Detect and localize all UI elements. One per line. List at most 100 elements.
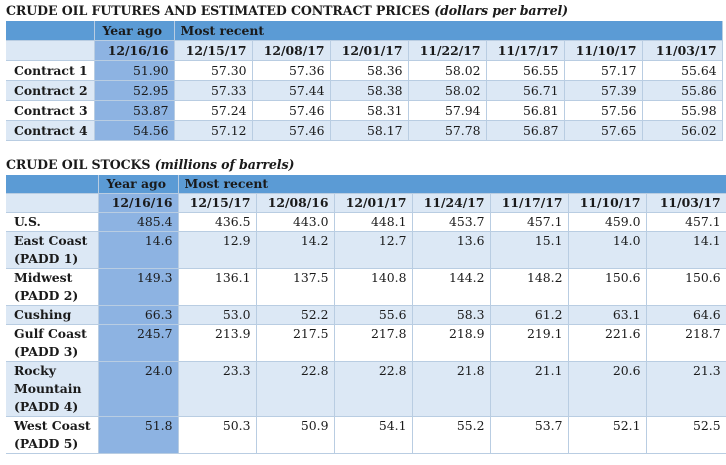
futures-date-row: 12/16/16 12/15/17 12/08/17 12/01/17 11/2… <box>6 40 723 61</box>
stocks-row: Rocky Mountain (PADD 4) 24.0 23.3 22.8 22.8 21.… <box>6 361 726 417</box>
stocks-value-cell: 61.2 <box>490 305 569 325</box>
futures-value-cell: 56.55 <box>486 60 565 81</box>
stocks-value-cell: 14.0 <box>568 231 647 269</box>
futures-date: 11/03/17 <box>642 40 723 61</box>
stocks-value-cell: 55.6 <box>334 305 413 325</box>
futures-row-label-line: Contract 3 <box>14 103 88 118</box>
stocks-value-cell: 217.5 <box>256 324 335 362</box>
futures-value-cell: 57.24 <box>174 100 253 121</box>
stocks-row-label-line: Midwest <box>14 270 73 285</box>
futures-row-label-line: Contract 2 <box>14 83 88 98</box>
stocks-value-cell: 52.5 <box>646 416 726 454</box>
futures-row-label: Contract 4 <box>6 120 95 141</box>
stocks-row-label: Rocky Mountain (PADD 4) <box>6 361 99 417</box>
stocks-value-cell: 51.8 <box>98 416 179 454</box>
futures-value-cell: 55.98 <box>642 100 723 121</box>
stocks-value-cell: 149.3 <box>98 268 179 306</box>
stocks-row: East Coast (PADD 1) 14.6 12.9 14.2 12.7 13.6 15… <box>6 231 726 269</box>
futures-corner <box>6 21 95 41</box>
futures-value-cell: 57.44 <box>252 80 331 101</box>
stocks-value-cell: 150.6 <box>646 268 726 306</box>
stocks-value-cell: 453.7 <box>412 212 491 232</box>
stocks-value-cell: 22.8 <box>256 361 335 417</box>
stocks-row-label-line: U.S. <box>14 214 41 229</box>
stocks-value-cell: 457.1 <box>490 212 569 232</box>
futures-row-label-line: Contract 1 <box>14 63 88 78</box>
futures-row-label: Contract 2 <box>6 80 95 101</box>
futures-most-recent-label: Most recent <box>174 21 723 41</box>
futures-date: 12/01/17 <box>330 40 409 61</box>
stocks-value-cell: 221.6 <box>568 324 647 362</box>
stocks-value-cell: 50.9 <box>256 416 335 454</box>
futures-value-cell: 58.31 <box>330 100 409 121</box>
stocks-value-cell: 136.1 <box>178 268 257 306</box>
stocks-title: CRUDE OIL STOCKS (millions of barrels) <box>6 157 294 172</box>
stocks-value-cell: 12.7 <box>334 231 413 269</box>
stocks-value-cell: 22.8 <box>334 361 413 417</box>
stocks-row-label-line: (PADD 1) <box>14 251 79 266</box>
futures-date-corner <box>6 40 95 61</box>
futures-title-text: CRUDE OIL FUTURES AND ESTIMATED CONTRACT… <box>6 3 430 18</box>
stocks-date: 12/16/16 <box>98 193 179 213</box>
stocks-date: 11/03/17 <box>646 193 726 213</box>
futures-row: Contract 2 52.95 57.33 57.44 58.38 58.02 56.71… <box>6 80 723 101</box>
stocks-value-cell: 12.9 <box>178 231 257 269</box>
stocks-row-label-line: (PADD 3) <box>14 344 79 359</box>
stocks-value-cell: 14.1 <box>646 231 726 269</box>
stocks-value-cell: 24.0 <box>98 361 179 417</box>
futures-value-cell: 57.56 <box>564 100 643 121</box>
stocks-row-label-line: (PADD 4) <box>14 399 79 414</box>
stocks-row-label-line: Rocky <box>14 363 56 378</box>
stocks-value-cell: 13.6 <box>412 231 491 269</box>
stocks-corner <box>6 175 99 194</box>
stocks-value-cell: 213.9 <box>178 324 257 362</box>
stocks-row-label: Cushing <box>6 305 99 325</box>
stocks-value-cell: 443.0 <box>256 212 335 232</box>
futures-value-cell: 57.30 <box>174 60 253 81</box>
stocks-row: Gulf Coast (PADD 3) 245.7 213.9 217.5 217.8 21… <box>6 324 726 362</box>
futures-date: 11/17/17 <box>486 40 565 61</box>
futures-value-cell: 52.95 <box>94 80 175 101</box>
stocks-value-cell: 137.5 <box>256 268 335 306</box>
stocks-date-row: 12/16/16 12/15/17 12/08/16 12/01/17 11/2… <box>6 193 726 213</box>
futures-value-cell: 57.33 <box>174 80 253 101</box>
stocks-date: 11/17/17 <box>490 193 569 213</box>
stocks-value-cell: 485.4 <box>98 212 179 232</box>
stocks-value-cell: 21.8 <box>412 361 491 417</box>
stocks-row-label: U.S. <box>6 212 99 232</box>
futures-value-cell: 58.38 <box>330 80 409 101</box>
stocks-row-label-line: (PADD 5) <box>14 436 79 451</box>
stocks-row: Midwest (PADD 2) 149.3 136.1 137.5 140.8 144.2… <box>6 268 726 306</box>
futures-value-cell: 56.02 <box>642 120 723 141</box>
stocks-year-ago-label: Year ago <box>98 175 179 194</box>
stocks-row-label-line: (PADD 2) <box>14 288 79 303</box>
stocks-value-cell: 140.8 <box>334 268 413 306</box>
futures-value-cell: 57.78 <box>408 120 487 141</box>
futures-table: Year ago Most recent 12/16/16 12/15/17 1… <box>6 21 723 141</box>
stocks-value-cell: 50.3 <box>178 416 257 454</box>
stocks-value-cell: 14.2 <box>256 231 335 269</box>
futures-value-cell: 57.65 <box>564 120 643 141</box>
stocks-value-cell: 217.8 <box>334 324 413 362</box>
stocks-title-text: CRUDE OIL STOCKS <box>6 157 151 172</box>
stocks-value-cell: 218.9 <box>412 324 491 362</box>
stocks-value-cell: 66.3 <box>98 305 179 325</box>
futures-value-cell: 54.56 <box>94 120 175 141</box>
stocks-value-cell: 436.5 <box>178 212 257 232</box>
futures-header-row-1: Year ago Most recent <box>6 21 723 41</box>
stocks-value-cell: 144.2 <box>412 268 491 306</box>
stocks-row: U.S. 485.4 436.5 443.0 448.1 453.7 457.1 459.0 4… <box>6 212 726 232</box>
futures-value-cell: 56.87 <box>486 120 565 141</box>
futures-value-cell: 53.87 <box>94 100 175 121</box>
stocks-value-cell: 21.1 <box>490 361 569 417</box>
stocks-value-cell: 245.7 <box>98 324 179 362</box>
futures-value-cell: 58.17 <box>330 120 409 141</box>
stocks-value-cell: 54.1 <box>334 416 413 454</box>
stocks-value-cell: 21.3 <box>646 361 726 417</box>
futures-date: 11/22/17 <box>408 40 487 61</box>
stocks-row-label-line: Mountain <box>14 381 82 396</box>
stocks-header-row-1: Year ago Most recent <box>6 175 726 194</box>
futures-value-cell: 57.36 <box>252 60 331 81</box>
stocks-value-cell: 64.6 <box>646 305 726 325</box>
futures-value-cell: 56.71 <box>486 80 565 101</box>
